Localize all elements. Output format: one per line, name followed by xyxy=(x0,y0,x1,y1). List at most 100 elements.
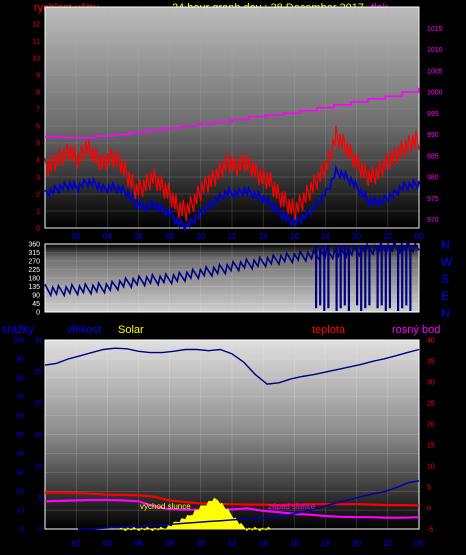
x-tick-label: 10 xyxy=(196,232,205,241)
x-tick-label: 16 xyxy=(290,232,299,241)
temperature-tick-label: 20 xyxy=(427,422,435,429)
rain-tick-label: 50 xyxy=(16,432,24,439)
direction-letter: S xyxy=(441,272,449,286)
left-tick-label: 9 xyxy=(36,73,40,80)
rain-tick-label: 10 xyxy=(16,508,24,515)
right-tick-label: 1000 xyxy=(427,90,443,97)
pressure-line xyxy=(45,87,420,139)
humidity-label: vlhkost xyxy=(67,324,101,336)
solar-area xyxy=(119,497,271,532)
sunrise-annotation: východ slunce xyxy=(140,502,191,511)
rain-tick-label: 40 xyxy=(16,451,24,458)
x-tick-label: 06 xyxy=(134,539,143,548)
direction-letter: E xyxy=(441,289,449,303)
x-tick-label: 22 xyxy=(383,539,392,548)
right-tick-label: 980 xyxy=(427,175,439,182)
right-tick-label: 970 xyxy=(427,217,439,224)
rain-tick-label: 90 xyxy=(16,356,24,363)
temperature-tick-label: 5 xyxy=(427,485,431,492)
x-tick-label: 18 xyxy=(321,232,330,241)
left-tick-label: 12 xyxy=(32,22,40,29)
x-tick-label: 14 xyxy=(259,539,268,548)
left-tick-label: 7 xyxy=(36,107,40,114)
x-tick-label: 22 xyxy=(383,232,392,241)
rain-tick-label: 20 xyxy=(16,489,24,496)
right-tick-label: 975 xyxy=(427,196,439,203)
dewpoint-line xyxy=(44,498,420,519)
x-tick-label: 20 xyxy=(352,232,361,241)
left-tick-label: 11 xyxy=(33,39,40,46)
x-tick-label: 08 xyxy=(165,232,174,241)
rain-tick-label: 100 xyxy=(12,338,24,345)
humidity-tick-label: 20 xyxy=(34,401,42,408)
right-tick-label: 1015 xyxy=(427,26,443,33)
rain-line xyxy=(78,480,420,530)
rain-tick-label: 80 xyxy=(16,375,24,382)
right-tick-label: 985 xyxy=(427,153,439,160)
left-tick-label: 5 xyxy=(36,141,40,148)
x-tick-label: 02 xyxy=(72,232,81,241)
direction-letter: N xyxy=(441,238,450,252)
rain-tick-label: 70 xyxy=(16,394,24,401)
direction-tick-label: 45 xyxy=(32,301,40,308)
direction-tick-label: 90 xyxy=(32,293,40,300)
sunset-annotation: západ slunce xyxy=(268,502,316,511)
rain-tick-label: 30 xyxy=(16,470,24,477)
rain-tick-label: 0 xyxy=(20,527,24,534)
left-tick-label: 2 xyxy=(36,192,40,199)
wind-average-line xyxy=(44,164,420,233)
direction-tick-label: 270 xyxy=(28,259,40,266)
x-tick-label: 08 xyxy=(165,539,174,548)
left-tick-label: 4 xyxy=(36,158,40,165)
rain-tick-label: 60 xyxy=(16,413,24,420)
direction-letter: W xyxy=(441,255,453,269)
direction-letter: N xyxy=(441,306,450,320)
humidity-tick-label: 30 xyxy=(34,338,42,345)
dewpoint-label: rosný bod xyxy=(392,324,440,336)
temperature-tick-label: 25 xyxy=(427,401,435,408)
temperature-tick-label: 30 xyxy=(427,380,435,387)
right-tick-label: 995 xyxy=(427,111,439,118)
temperature-tick-label: 0 xyxy=(427,506,431,513)
direction-tick-label: 135 xyxy=(28,284,40,291)
x-tick-label: 00 xyxy=(415,232,424,241)
x-tick-label: 12 xyxy=(228,232,237,241)
solar-label: Solar xyxy=(118,324,144,336)
x-tick-label: 18 xyxy=(321,539,330,548)
temperature-tick-label: 35 xyxy=(427,359,435,366)
humidity-tick-label: 15 xyxy=(34,432,42,439)
rain-label: srážky xyxy=(2,324,34,336)
x-tick-label: 06 xyxy=(134,232,143,241)
left-tick-label: 6 xyxy=(36,124,40,131)
right-tick-label: 990 xyxy=(427,132,439,139)
temperature-tick-label: -5 xyxy=(427,527,433,534)
humidity-tick-label: 25 xyxy=(34,369,42,376)
humidity-tick-label: 5 xyxy=(38,495,42,502)
x-tick-label: 04 xyxy=(103,539,112,548)
left-tick-label: 10 xyxy=(32,56,40,63)
temperature-label: teplota xyxy=(312,324,346,336)
x-tick-label: 16 xyxy=(290,539,299,548)
left-tick-label: 1 xyxy=(36,209,40,216)
direction-tick-label: 315 xyxy=(28,250,40,257)
right-tick-label: 1005 xyxy=(427,68,443,75)
x-tick-label: 02 xyxy=(72,539,81,548)
temperature-tick-label: 10 xyxy=(427,464,435,471)
wind-gust-line xyxy=(44,126,420,222)
temperature-tick-label: 15 xyxy=(427,443,435,450)
direction-tick-label: 180 xyxy=(28,276,40,283)
direction-tick-label: 0 xyxy=(36,310,40,317)
x-tick-label: 20 xyxy=(352,539,361,548)
direction-tick-label: 360 xyxy=(28,242,40,249)
x-tick-label: 14 xyxy=(259,232,268,241)
temperature-line xyxy=(45,491,420,507)
direction-tick-label: 225 xyxy=(28,267,40,274)
right-tick-label: 1010 xyxy=(427,47,443,54)
humidity-tick-label: 0 xyxy=(38,527,42,534)
temperature-tick-label: 40 xyxy=(427,338,435,345)
x-tick-label: 10 xyxy=(196,539,205,548)
x-tick-label: 00 xyxy=(415,539,424,548)
x-tick-label: 04 xyxy=(103,232,112,241)
left-tick-label: 8 xyxy=(36,90,40,97)
